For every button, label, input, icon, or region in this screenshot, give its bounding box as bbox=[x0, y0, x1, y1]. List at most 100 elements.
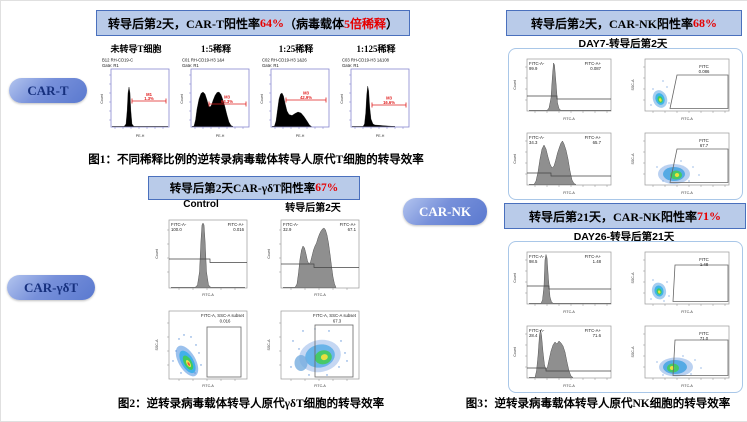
marker-name: M1 bbox=[146, 92, 152, 97]
panel-gate-label: Gate: R1 bbox=[182, 63, 199, 68]
y-axis-label: SSC-A bbox=[631, 346, 635, 358]
day7-panel-label: DAY7-转导后第2天 bbox=[578, 38, 668, 50]
neg-value: 28.4 bbox=[529, 333, 538, 338]
panel-gate-label: Gate: R1 bbox=[262, 63, 279, 68]
day26-panel-label: DAY26-转导后第21天 bbox=[573, 231, 675, 243]
car-t-badge: CAR-T bbox=[9, 78, 87, 103]
car-nk-day7-positive-rate: 68% bbox=[693, 15, 717, 30]
neg-label: FITC-A- bbox=[529, 254, 545, 259]
neg-value: 99.9 bbox=[529, 66, 538, 71]
subset-label: FITC-A, SSC-A subset bbox=[201, 313, 245, 318]
x-axis-label: FITC-A bbox=[681, 191, 693, 195]
y-axis-label: Count bbox=[513, 347, 517, 357]
y-axis-label: Count bbox=[513, 273, 517, 283]
y-axis-label: Count bbox=[513, 154, 517, 164]
gate-label: FITC bbox=[699, 331, 709, 336]
nk-day7-transduced-scatter: FITC 67.7 FITC-A SSC-A bbox=[631, 132, 730, 195]
car-t-dilution-highlight: 5倍稀释 bbox=[343, 16, 386, 31]
gate-marker bbox=[208, 101, 247, 107]
gate-marker bbox=[371, 102, 407, 108]
gate-polygon bbox=[669, 74, 729, 109]
gate-polygon bbox=[672, 339, 729, 376]
histogram-curve bbox=[112, 86, 168, 127]
neg-label: FITC-A- bbox=[283, 222, 299, 227]
y-axis-label: Count bbox=[155, 249, 159, 259]
nk-day26-control-scatter: FITC 1.48 FITC-A SSC-A bbox=[631, 251, 730, 314]
pos-label: FITC-A+ bbox=[228, 222, 245, 227]
car-t-flow-panel-3: C02 RH-CD19-H3 1&26 Gate: R1 M3 42.9% PE… bbox=[260, 58, 330, 138]
density-blob bbox=[299, 339, 341, 373]
marker-name: M3 bbox=[303, 91, 309, 96]
x-axis-label: PE-H bbox=[136, 134, 145, 138]
panel-gate-label: Gate: R1 bbox=[342, 63, 359, 68]
x-axis-label: FITC-A bbox=[563, 384, 575, 388]
histogram-curve bbox=[271, 92, 312, 127]
y-axis-label: Count bbox=[267, 249, 271, 259]
nk-day7-control-scatter: FITC 0.086 FITC-A SSC-A bbox=[631, 58, 730, 121]
density-blob-secondary bbox=[294, 355, 308, 371]
car-t-flow-panel-4: C03 RH-CD19-H3 1&108 Gate: R1 M3 16.6% P… bbox=[340, 58, 410, 138]
histogram-curve bbox=[191, 91, 234, 127]
gate-value: 71.0 bbox=[700, 336, 709, 341]
x-axis-label: FITC-A bbox=[314, 293, 326, 297]
scatter-speckles bbox=[172, 334, 202, 374]
figure1-caption-label: 图1： bbox=[88, 154, 118, 166]
gate-value: 1.48 bbox=[700, 262, 709, 267]
pos-label: FITC-A+ bbox=[585, 61, 602, 66]
marker-percent: 16.6% bbox=[383, 100, 395, 105]
pos-value: 0.087 bbox=[590, 66, 601, 71]
car-gdt-title-text: 转导后第2天CAR-γδT阳性率 bbox=[169, 183, 316, 195]
column-label-untransduced: 未转导T细胞 bbox=[110, 44, 162, 54]
density-blob bbox=[658, 164, 690, 184]
y-axis-label: Count bbox=[340, 94, 344, 104]
neg-label: FITC-A- bbox=[171, 222, 187, 227]
subset-value: 67.3 bbox=[333, 319, 342, 324]
day26-panel-box: FITC-A- 98.5 FITC-A+ 1.48 FITC-A Count bbox=[508, 241, 743, 393]
gate-value: 67.7 bbox=[700, 143, 709, 148]
car-t-flow-panel-2: C01 RH-CD19-H3 1&4 Gate: R1 M3 64.3% PE-… bbox=[180, 58, 250, 138]
x-axis-label: FITC-A bbox=[202, 293, 214, 297]
car-t-positive-rate: 64% bbox=[259, 15, 284, 30]
gdt-control-histogram: FITC-A- 100.0 FITC-A+ 0.016 FITC-A Count bbox=[155, 219, 248, 297]
histogram-curve bbox=[171, 222, 245, 288]
neg-value: 98.5 bbox=[529, 259, 538, 264]
nk-day26-transduced-histogram: FITC-A- 28.4 FITC-A+ 71.6 FITC-A Count bbox=[513, 325, 612, 388]
marker-percent: 42.9% bbox=[300, 95, 312, 100]
gate-line bbox=[169, 258, 247, 263]
gate-marker bbox=[285, 97, 327, 103]
pos-value: 67.1 bbox=[348, 227, 357, 232]
car-nk-day21-title-box: 转导后第21天，CAR-NK阳性率 71% bbox=[504, 203, 746, 229]
car-nk-badge: CAR-NK bbox=[403, 198, 487, 225]
figure2-caption-label: 图2： bbox=[117, 398, 147, 410]
gate-polygon bbox=[672, 264, 729, 302]
gdt-control-scatter: FITC-A, SSC-A subset 0.016 FITC-A SSC-A bbox=[155, 310, 248, 388]
x-axis-label: FITC-A bbox=[563, 117, 575, 121]
x-axis-label: FITC-A bbox=[563, 191, 575, 195]
marker-percent: 64.3% bbox=[221, 99, 233, 104]
nk-day7-transduced-histogram: FITC-A- 34.3 FITC-A+ 65.7 FITC-A Count bbox=[513, 132, 612, 195]
y-axis-label: Count bbox=[100, 94, 104, 104]
x-axis-label: PE-H bbox=[216, 134, 225, 138]
y-axis-label: SSC-A bbox=[155, 339, 159, 351]
y-axis-label: SSC-A bbox=[631, 79, 635, 91]
gate-line bbox=[527, 367, 611, 372]
x-axis-label: FITC-A bbox=[681, 384, 693, 388]
density-blob bbox=[659, 357, 693, 377]
gate-rectangle bbox=[314, 324, 354, 378]
day7-panel-box: FITC-A- 99.9 FITC-A+ 0.087 FITC-A Count bbox=[508, 48, 743, 200]
gdt-day2-histogram: FITC-A- 32.9 FITC-A+ 67.1 FITC-A Count bbox=[267, 219, 360, 297]
column-label-day2: 转导后第2天 bbox=[285, 203, 341, 214]
car-nk-day7-title-text: 转导后第2天，CAR-NK阳性率 bbox=[531, 16, 693, 31]
neg-value: 32.9 bbox=[283, 227, 292, 232]
figure2-caption: 图2：逆转录病毒载体转导人原代γδT细胞的转导效率 bbox=[86, 395, 416, 411]
density-blob bbox=[652, 90, 668, 108]
gate-line bbox=[527, 95, 611, 100]
scatter-speckles bbox=[656, 355, 702, 376]
pos-label: FITC-A+ bbox=[585, 254, 602, 259]
subset-value: 0.016 bbox=[220, 319, 231, 324]
pos-value: 1.48 bbox=[593, 259, 602, 264]
nk-day26-control-histogram: FITC-A- 98.5 FITC-A+ 1.48 FITC-A Count bbox=[513, 251, 612, 314]
y-axis-label: Count bbox=[260, 94, 264, 104]
histogram-curve bbox=[529, 329, 574, 378]
histogram-curve bbox=[529, 62, 611, 111]
